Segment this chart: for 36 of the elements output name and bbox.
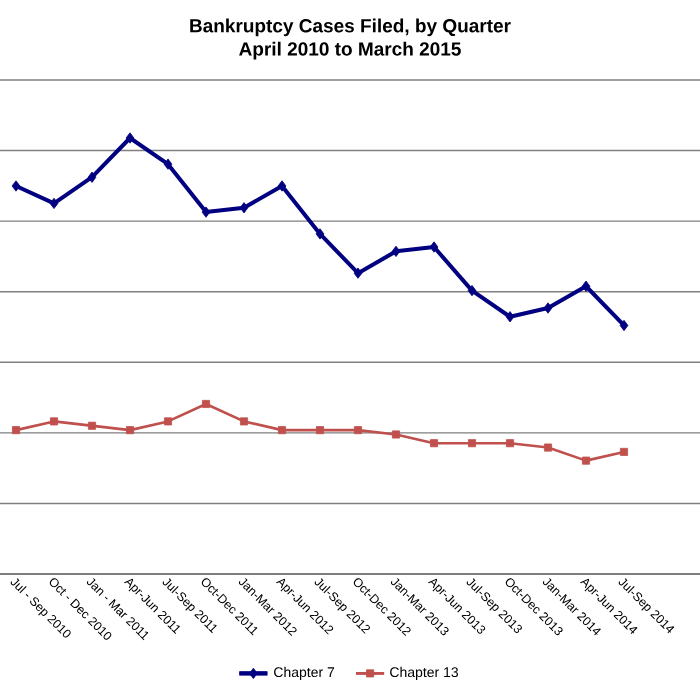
- point: [468, 439, 476, 448]
- point: [278, 426, 286, 435]
- point: [11, 180, 21, 192]
- point: [202, 399, 210, 408]
- point: [163, 158, 173, 170]
- point: [354, 426, 362, 435]
- point: [277, 180, 287, 192]
- point: [240, 417, 248, 426]
- chart-subtitle: April 2010 to March 2015: [239, 41, 461, 60]
- point: [315, 228, 325, 240]
- point: [201, 206, 211, 218]
- point: [581, 280, 591, 292]
- point: [391, 245, 401, 257]
- point: [582, 456, 591, 465]
- point: [50, 417, 58, 426]
- point: [430, 439, 438, 448]
- point: [505, 311, 515, 323]
- point: [353, 267, 363, 279]
- point: [544, 443, 552, 452]
- point: [506, 439, 514, 448]
- point: [239, 202, 249, 214]
- point: [316, 426, 324, 435]
- point: [126, 426, 134, 435]
- point: [88, 421, 96, 430]
- point: [620, 447, 629, 456]
- point: [164, 417, 172, 426]
- point: [467, 284, 477, 297]
- chart-title: Bankruptcy Cases Filed, by Quarter: [190, 18, 511, 37]
- point: [619, 319, 629, 332]
- point: [12, 426, 20, 435]
- point: [87, 171, 97, 183]
- point: [125, 132, 135, 144]
- point: [392, 430, 400, 439]
- point: [49, 197, 59, 209]
- point: [429, 241, 439, 253]
- point: [543, 302, 553, 314]
